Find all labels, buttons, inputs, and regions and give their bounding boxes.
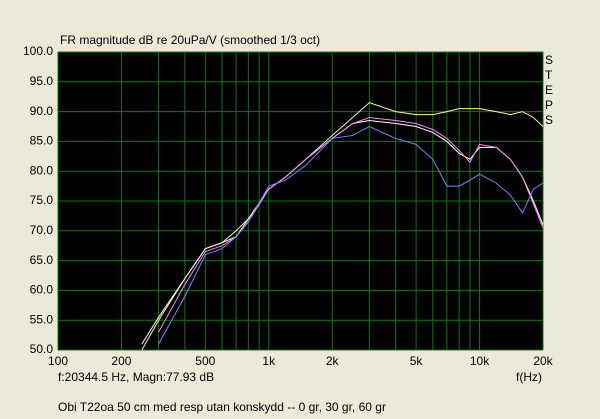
y-tick-label: 80.0: [30, 163, 54, 177]
y-tick-label: 100.0: [23, 44, 53, 58]
y-tick-label: 50.0: [30, 342, 54, 356]
y-tick-label: 90.0: [30, 104, 54, 118]
x-tick-label: 500: [195, 354, 215, 368]
x-tick-label: 1k: [262, 354, 276, 368]
y-tick-label: 60.0: [30, 283, 54, 297]
curves: [141, 102, 543, 350]
x-tick-label: 5k: [410, 354, 424, 368]
y-tick-label: 75.0: [30, 193, 54, 207]
y-tick-label: 85.0: [30, 134, 54, 148]
y-tick-label: 65.0: [30, 253, 54, 267]
status-readout: f:20344.5 Hz, Magn:77.93 dB: [58, 370, 214, 384]
x-axis-label: f(Hz): [516, 370, 542, 384]
x-tick-label: 100: [48, 354, 68, 368]
grid: [57, 51, 544, 351]
chart-title: FR magnitude dB re 20uPa/V (smoothed 1/3…: [60, 33, 320, 47]
x-tick-label: 2k: [326, 354, 340, 368]
x-tick-label: 10k: [470, 354, 490, 368]
x-tick-label: 200: [111, 354, 131, 368]
x-tick-label: 20k: [533, 354, 553, 368]
steps-label: STEPS: [545, 53, 554, 127]
response-curve: [158, 125, 543, 345]
y-tick-label: 70.0: [30, 223, 54, 237]
caption: Obi T22oa 50 cm med resp utan konskydd -…: [58, 400, 386, 414]
y-tick-label: 55.0: [30, 312, 54, 326]
y-tick-label: 95.0: [30, 74, 54, 88]
